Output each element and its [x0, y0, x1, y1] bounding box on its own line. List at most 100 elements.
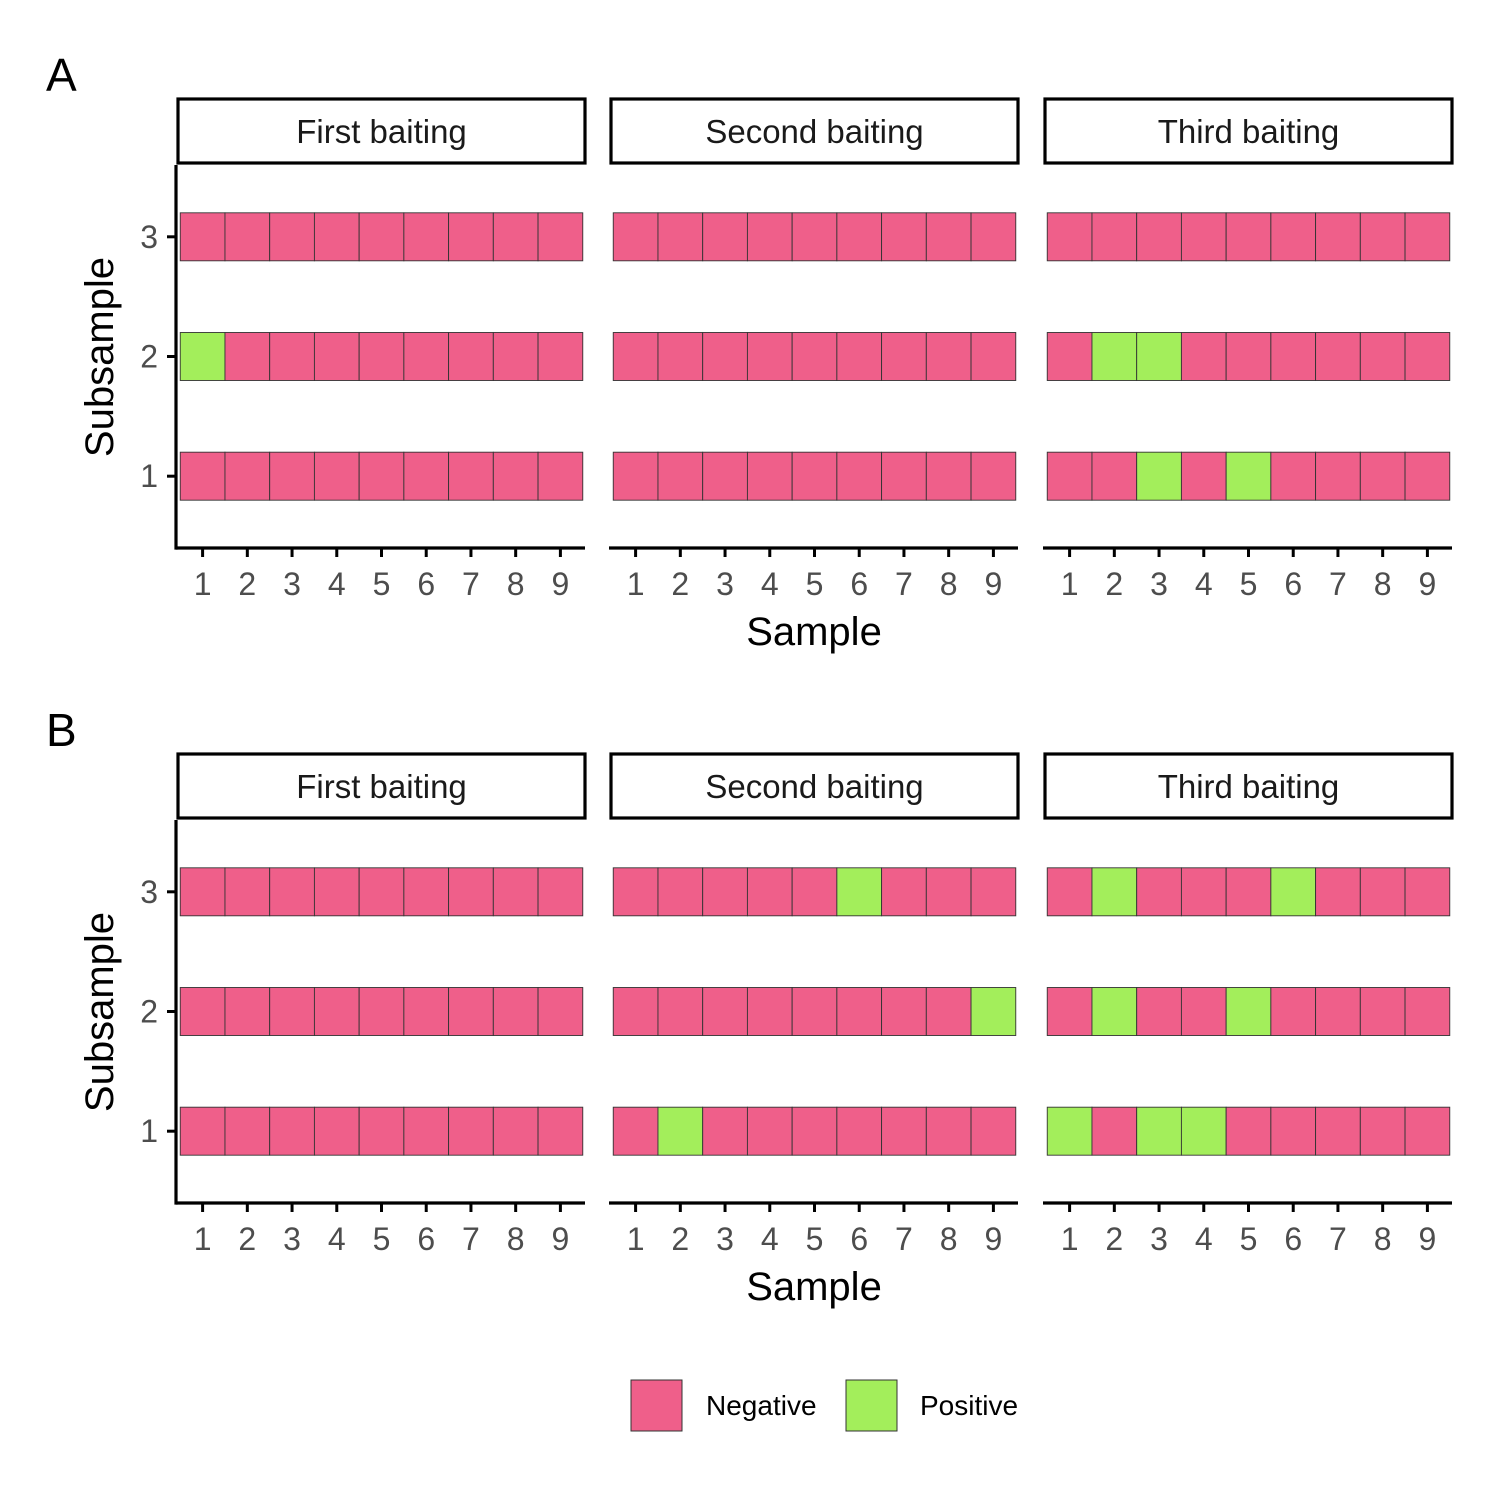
panel-b-facet-2-tile-y1-x7 [881, 1106, 927, 1156]
panel-a-facet-1-tile-y3-x2 [224, 212, 271, 262]
panel-a-facet-1-x-tick-label-8: 8 [507, 566, 525, 602]
panel-b-facet-3-tile-y3-x1 [1046, 867, 1093, 917]
panel-a-strip-2-label: Second baiting [705, 113, 923, 150]
panel-b-facet-2-tile-y1-x8 [925, 1106, 972, 1156]
panel-a-facet-3-tile-y1-x6 [1270, 451, 1317, 501]
panel-a-facet-2-tile-y1-x3 [702, 451, 748, 501]
panel-a-facet-1-tile-y2-x9 [537, 332, 584, 381]
panel-b-facet-1-tile-y2-x3 [269, 987, 315, 1036]
panel-b-facet-strips: First baiting Second baiting Third baiti… [176, 752, 1454, 820]
panel-a-facet-1-tile-y3-x9 [537, 212, 584, 262]
panel-b-facet-2-tile-y1-x4 [746, 1106, 793, 1156]
panel-b-facet-1-tile-y3-x7 [448, 867, 494, 917]
panel-a-facet-3-x-tick-label-4: 4 [1195, 566, 1213, 602]
panel-a-facet-2-tile-y3-x8 [925, 212, 972, 262]
panel-b-facet-2-x-tick-label-1: 1 [627, 1221, 645, 1257]
panel-b-facet-1-x-tick-label-2: 2 [238, 1221, 256, 1257]
panel-a-facet-2-tile-y3-x1 [612, 212, 659, 262]
panel-b-facet-1-x-tick-label-8: 8 [507, 1221, 525, 1257]
panel-b-y-tick-label-2: 2 [140, 994, 158, 1030]
panel-b-facet-2-tile-y2-x2 [657, 987, 704, 1036]
legend-key-positive [845, 1379, 898, 1432]
panel-a-facet-3-tile-y2-x3 [1136, 332, 1182, 381]
panel-a-facet-3-tile-y1-x2 [1091, 451, 1138, 501]
panel-b-facet-1-x-tick-label-7: 7 [462, 1221, 480, 1257]
panel-b-facet-3-x-tick-label-1: 1 [1061, 1221, 1079, 1257]
panel-b-facet-2-tile-y2-x8 [925, 987, 972, 1036]
panel-b-strip-2-label: Second baiting [705, 768, 923, 805]
panel-a-strip-3-label: Third baiting [1158, 113, 1340, 150]
panel-a-facet-3-x-tick-label-3: 3 [1150, 566, 1168, 602]
panel-a-facet-1-tile-y3-x4 [313, 212, 360, 262]
panel-b-facet-1-tile-y1-x4 [313, 1106, 360, 1156]
panel-a-facet-3-tile-y3-x4 [1180, 212, 1227, 262]
panel-b-facet-3-tile-y3-x9 [1404, 867, 1451, 917]
panel-b-facet-2-tile-y2-x9 [970, 987, 1017, 1036]
panel-a-tag: A [46, 49, 77, 101]
panel-a-facet-1-tile-y1-x3 [269, 451, 315, 501]
panel-a-facet-3-tile-y2-x6 [1270, 332, 1317, 381]
panel-a-facet-3-tile-y1-x1 [1046, 451, 1093, 501]
panel-a-facet-3-tile-y1-x5 [1225, 451, 1272, 501]
panel-b-facet-3-tile-y2-x4 [1180, 987, 1227, 1036]
panel-a-facet-1-tile-y1-x7 [448, 451, 494, 501]
panel-a-facet-3-x-tick-label-8: 8 [1374, 566, 1392, 602]
panel-b-facet-3-tile-y2-x3 [1136, 987, 1182, 1036]
panel-b-facet-2-tile-y2-x3 [702, 987, 748, 1036]
panel-b-facet-2-tile-y2-x6 [836, 987, 883, 1036]
panel-b-facet-2-tile-y1-x5 [791, 1106, 838, 1156]
panel-a-facet-2-tile-y1-x5 [791, 451, 838, 501]
panel-a-facet-1-tile-y3-x8 [492, 212, 539, 262]
panel-b-facet-2-tile-y2-x1 [612, 987, 659, 1036]
panel-a-facet-2-tile-y3-x6 [836, 212, 883, 262]
panel-b-facet-2-x-tick-label-5: 5 [806, 1221, 824, 1257]
panel-b-facet-3-x-tick-label-7: 7 [1329, 1221, 1347, 1257]
panel-a-facet-2-x-tick-label-2: 2 [671, 566, 689, 602]
panel-b-facet-1-tile-y3-x6 [403, 867, 450, 917]
panel-a-facet-strips: First baiting Second baiting Third baiti… [176, 97, 1454, 165]
panel-a-facet-1-tile-y1-x9 [537, 451, 584, 501]
panel-b-facet-1-x-tick-label-3: 3 [283, 1221, 301, 1257]
panel-a-facet-2-tile-y1-x6 [836, 451, 883, 501]
panel-a-facet-2-tile-y1-x9 [970, 451, 1017, 501]
panel-b-facet-1-x-tick-label-1: 1 [194, 1221, 212, 1257]
panel-b-facet-3-tile-y2-x8 [1359, 987, 1406, 1036]
panel-a-facet-2-x-tick-label-7: 7 [895, 566, 913, 602]
panel-b-facet-1-x-tick-label-5: 5 [373, 1221, 391, 1257]
panel-a-facet-3-tile-y3-x9 [1404, 212, 1451, 262]
panel-b-y-tick-label-3: 3 [140, 874, 158, 910]
panel-a-facet-3-x-tick-label-6: 6 [1284, 566, 1302, 602]
panel-a-facet-1-x-tick-label-4: 4 [328, 566, 346, 602]
panel-b-facet-1-tile-y1-x9 [537, 1106, 584, 1156]
panel-a-facet-2-x-tick-label-6: 6 [850, 566, 868, 602]
panel-a-facet-1-x-tick-label-2: 2 [238, 566, 256, 602]
panel-b-facet-3-tile-y3-x4 [1180, 867, 1227, 917]
panel-a-facet-2-tile-y3-x4 [746, 212, 793, 262]
panel-b-facet-2-tile-y3-x4 [746, 867, 793, 917]
panel-a-facet-1-tile-y1-x1 [179, 451, 226, 501]
panel-a-facet-2-x-tick-label-9: 9 [985, 566, 1003, 602]
panel-b-facet-2-tile-y2-x7 [881, 987, 927, 1036]
panel-a-facet-3-tile-y1-x3 [1136, 451, 1182, 501]
panel-a-facet-3-tile-y3-x8 [1359, 212, 1406, 262]
panel-b-facet-3-tile-y3-x2 [1091, 867, 1138, 917]
panel-b-facet-3-x-tick-label-8: 8 [1374, 1221, 1392, 1257]
panel-b-facet-3-tile-y2-x1 [1046, 987, 1093, 1036]
panel-a-facet-2-tile-y2-x6 [836, 332, 883, 381]
panel-a-facet-2-tile-y1-x8 [925, 451, 972, 501]
panel-b-facet-1-tile-y3-x1 [179, 867, 226, 917]
panel-a-facet-3-x-tick-label-9: 9 [1419, 566, 1437, 602]
panel-b-facet-2-tile-y3-x1 [612, 867, 659, 917]
panel-b: B First baiting Second baiting Third bai… [46, 704, 1454, 1309]
panel-b-facet-3-tile-y1-x4 [1180, 1106, 1227, 1156]
panel-b-facet-1-x-tick-label-6: 6 [417, 1221, 435, 1257]
panel-b-facet-1-tile-y3-x4 [313, 867, 360, 917]
panel-b-facet-3-x-tick-label-5: 5 [1240, 1221, 1258, 1257]
panel-a-facet-1-tile-y3-x6 [403, 212, 450, 262]
panel-b-facet-3-tile-y1-x6 [1270, 1106, 1317, 1156]
panel-b-facet-1-tile-y3-x3 [269, 867, 315, 917]
panel-a-strip-3 [1043, 97, 1454, 165]
panel-a-facet-1-x-tick-label-1: 1 [194, 566, 212, 602]
panel-a-facet-2-tile-y3-x7 [881, 212, 927, 262]
